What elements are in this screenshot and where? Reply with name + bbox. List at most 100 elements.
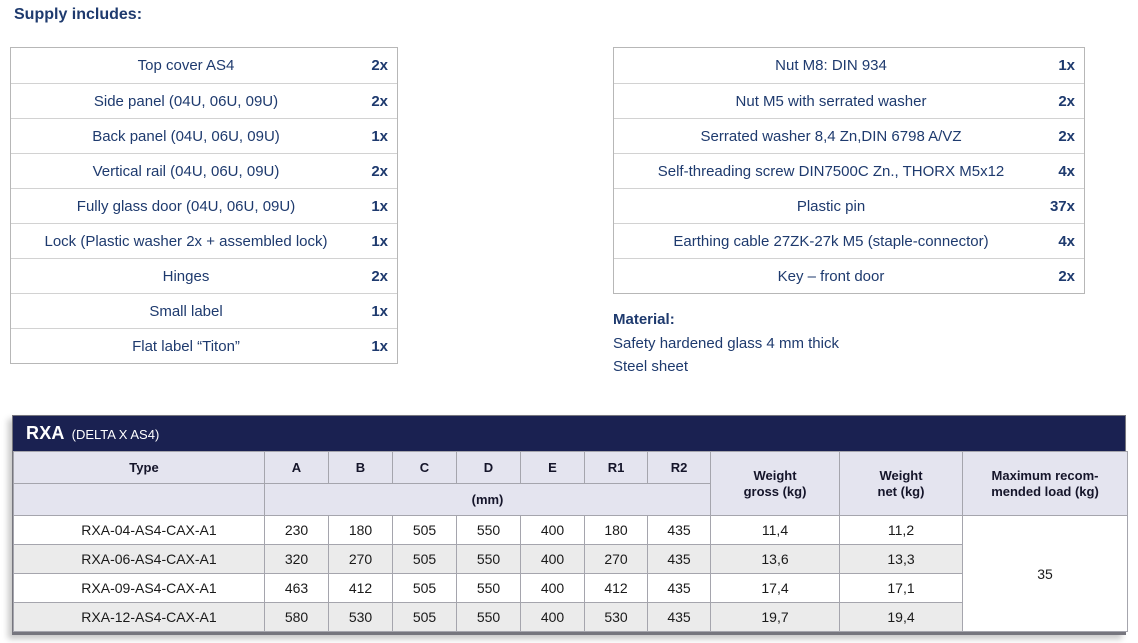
spec-dim-cell: 435 <box>647 544 711 574</box>
spec-weight-net-cell: 19,4 <box>839 602 963 632</box>
supply-item-qty: 1x <box>1058 57 1075 74</box>
col-header-b: B <box>328 451 393 484</box>
spec-table: Type A B C D E R1 R2 Weight gross (kg) We… <box>13 451 1128 632</box>
supply-item-label: Lock (Plastic washer 2x + assembled lock… <box>44 232 328 250</box>
spec-weight-net-cell: 13,3 <box>839 544 963 574</box>
spec-dim-cell: 412 <box>328 573 393 603</box>
supply-item-qty: 2x <box>371 57 388 74</box>
supply-item-qty: 2x <box>371 162 388 180</box>
spec-subtitle: (DELTA X AS4) <box>71 427 160 442</box>
supply-row: Fully glass door (04U, 06U, 09U) 1x <box>11 188 397 223</box>
spec-weight-gross-cell: 19,7 <box>710 602 840 632</box>
supply-row: Lock (Plastic washer 2x + assembled lock… <box>11 223 397 258</box>
col-header-max-load: Maximum recom-mended load (kg) <box>962 451 1128 516</box>
col-header-a: A <box>264 451 329 484</box>
type-header-spacer <box>13 483 265 516</box>
material-line: Safety hardened glass 4 mm thick <box>613 335 839 352</box>
spec-dim-cell: 270 <box>584 544 648 574</box>
supply-item-label: Earthing cable 27ZK-27k M5 (staple-conne… <box>673 232 989 250</box>
spec-table-section: RXA (DELTA X AS4) Type A B C D E R1 R2 <box>12 415 1128 635</box>
supply-row: Flat label “Titon” 1x <box>11 328 397 363</box>
supply-row: Nut M8: DIN 934 1x <box>614 48 1084 83</box>
supply-row: Top cover AS4 2x <box>11 48 397 83</box>
supply-item-qty: 1x <box>371 127 388 145</box>
col-header-e: E <box>520 451 585 484</box>
spec-weight-gross-cell: 11,4 <box>710 515 840 545</box>
spec-row: RXA-06-AS4-CAX-A1 320 270 505 550 400 27… <box>13 544 1128 574</box>
supply-row: Side panel (04U, 06U, 09U) 2x <box>11 83 397 118</box>
supply-item-qty: 4x <box>1058 232 1075 250</box>
supply-row: Vertical rail (04U, 06U, 09U) 2x <box>11 153 397 188</box>
spec-dim-cell: 270 <box>328 544 393 574</box>
supply-item-qty: 2x <box>371 267 388 285</box>
spec-type-cell: RXA-09-AS4-CAX-A1 <box>13 573 265 603</box>
supply-item-qty: 4x <box>1058 162 1075 180</box>
material-heading: Material: <box>613 311 675 328</box>
spec-row: RXA-04-AS4-CAX-A1 230 180 505 550 400 18… <box>13 515 1128 632</box>
spec-dim-cell: 180 <box>328 515 393 545</box>
spec-dim-cell: 550 <box>456 515 521 545</box>
spec-max-load-cell: 35 <box>962 515 1128 632</box>
spec-dim-cell: 463 <box>264 573 329 603</box>
spec-title: RXA <box>26 423 65 443</box>
col-header-max-load-line2: mended load (kg) <box>991 483 1099 499</box>
spec-dim-cell: 400 <box>520 602 585 632</box>
material-line: Steel sheet <box>613 358 689 375</box>
spec-weight-gross-cell: 17,4 <box>710 573 840 603</box>
supply-item-qty: 1x <box>371 197 388 215</box>
spec-dim-cell: 435 <box>647 602 711 632</box>
supply-row: Serrated washer 8,4 Zn,DIN 6798 A/VZ 2x <box>614 118 1084 153</box>
supply-item-label: Vertical rail (04U, 06U, 09U) <box>92 162 280 180</box>
spec-type-cell: RXA-04-AS4-CAX-A1 <box>13 515 265 545</box>
supply-item-qty: 2x <box>1058 267 1075 285</box>
spec-type-cell: RXA-06-AS4-CAX-A1 <box>13 544 265 574</box>
col-header-r2: R2 <box>647 451 711 484</box>
spec-dim-cell: 550 <box>456 602 521 632</box>
col-header-c: C <box>392 451 457 484</box>
spec-dim-cell: 412 <box>584 573 648 603</box>
supply-row: Plastic pin 37x <box>614 188 1084 223</box>
spec-dim-cell: 320 <box>264 544 329 574</box>
spec-header-row: Type A B C D E R1 R2 Weight gross (kg) We… <box>13 451 1128 516</box>
spec-title-bar: RXA (DELTA X AS4) <box>13 416 1125 451</box>
col-header-weight-gross-line2: gross (kg) <box>743 483 807 499</box>
supply-item-qty: 1x <box>371 232 388 250</box>
supply-item-qty: 1x <box>371 302 388 320</box>
spec-weight-net-cell: 17,1 <box>839 573 963 603</box>
col-header-weight-gross: Weight gross (kg) <box>710 451 840 516</box>
col-header-d: D <box>456 451 521 484</box>
spec-weight-gross-cell: 13,6 <box>710 544 840 574</box>
supply-row: Nut M5 with serrated washer 2x <box>614 83 1084 118</box>
spec-dim-cell: 550 <box>456 573 521 603</box>
spec-weight-net-cell: 11,2 <box>839 515 963 545</box>
supply-row: Self-threading screw DIN7500C Zn., THORX… <box>614 153 1084 188</box>
spec-dim-cell: 400 <box>520 515 585 545</box>
col-header-r1: R1 <box>584 451 648 484</box>
supply-item-label: Side panel (04U, 06U, 09U) <box>93 92 279 110</box>
supply-row: Earthing cable 27ZK-27k M5 (staple-conne… <box>614 223 1084 258</box>
supply-item-label: Nut M5 with serrated washer <box>735 92 927 110</box>
supply-item-qty: 2x <box>371 92 388 110</box>
supply-item-qty: 2x <box>1058 127 1075 145</box>
supply-item-label: Small label <box>149 302 223 320</box>
supply-item-label: Self-threading screw DIN7500C Zn., THORX… <box>657 162 1005 180</box>
page-title: Supply includes: <box>14 6 143 23</box>
spec-row: RXA-12-AS4-CAX-A1 580 530 505 550 400 53… <box>13 602 1128 632</box>
spec-dim-cell: 580 <box>264 602 329 632</box>
supply-item-qty: 1x <box>371 337 388 355</box>
spec-dim-cell: 435 <box>647 515 711 545</box>
spec-dim-cell: 180 <box>584 515 648 545</box>
unit-label: (mm) <box>264 483 711 516</box>
supply-table-left: Top cover AS4 2x Side panel (04U, 06U, 0… <box>10 47 398 364</box>
supply-item-label: Flat label “Titon” <box>132 337 240 355</box>
supply-row: Hinges 2x <box>11 258 397 293</box>
spec-dim-cell: 530 <box>328 602 393 632</box>
supply-item-qty: 2x <box>1058 92 1075 110</box>
spec-dim-cell: 435 <box>647 573 711 603</box>
col-header-weight-net: Weight net (kg) <box>839 451 963 516</box>
spec-dim-cell: 230 <box>264 515 329 545</box>
spec-dim-cell: 505 <box>392 544 457 574</box>
col-header-max-load-line1: Maximum recom- <box>991 467 1099 483</box>
supply-row: Key – front door 2x <box>614 258 1084 293</box>
